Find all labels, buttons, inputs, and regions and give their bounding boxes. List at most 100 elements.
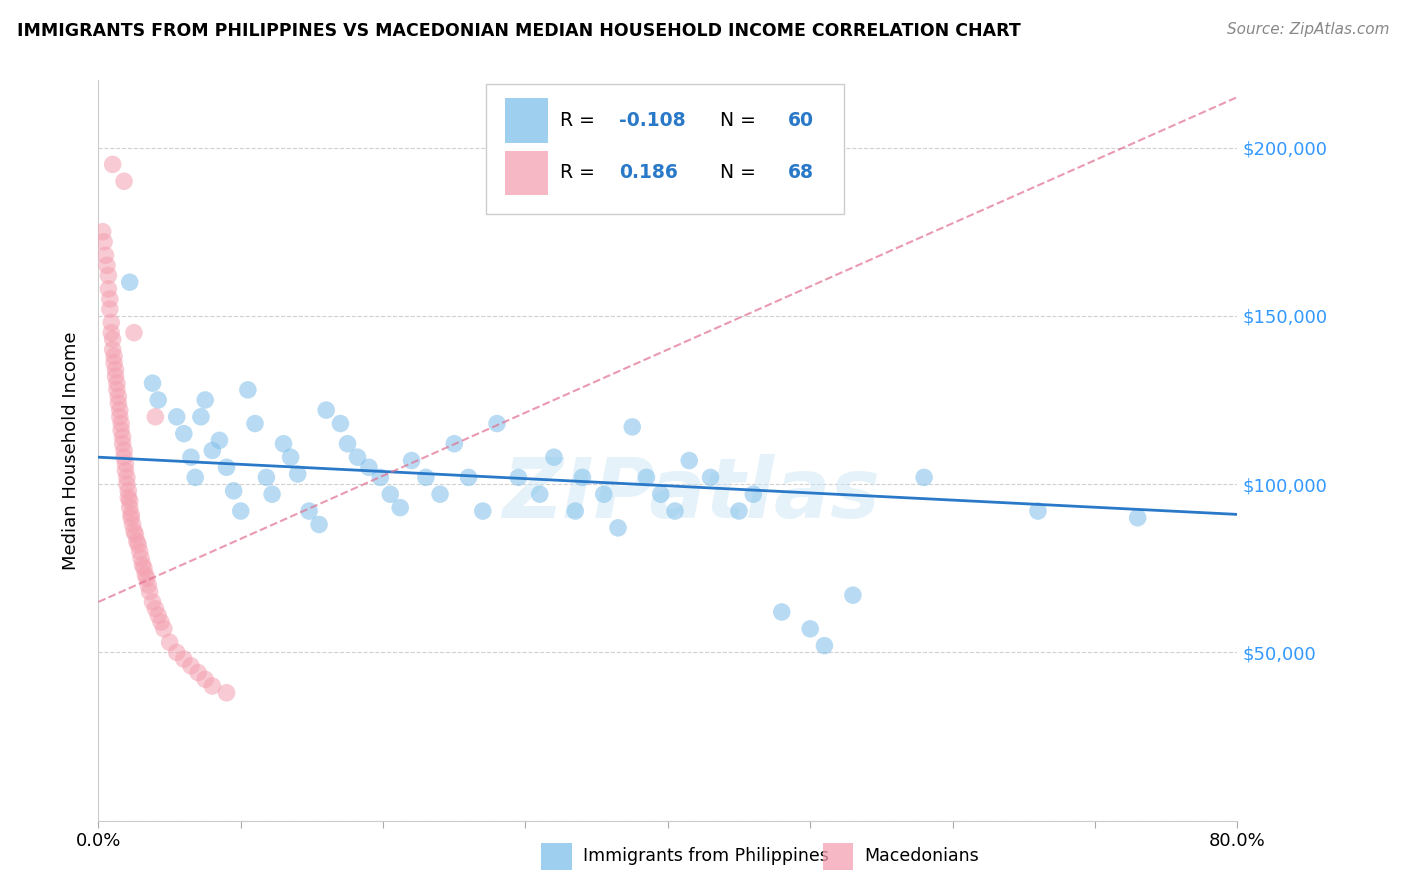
Point — [141, 376, 163, 391]
Point — [1126, 510, 1149, 524]
Point — [243, 417, 266, 431]
Point — [912, 470, 935, 484]
Point — [93, 235, 115, 249]
Point — [368, 470, 391, 484]
Point — [105, 376, 128, 391]
Point — [115, 477, 138, 491]
Point — [118, 500, 141, 515]
Point — [150, 615, 173, 629]
FancyBboxPatch shape — [505, 151, 548, 195]
Point — [100, 316, 122, 330]
Point — [357, 460, 380, 475]
Point — [98, 292, 121, 306]
Point — [194, 673, 217, 687]
Point — [128, 544, 150, 558]
Point — [114, 457, 136, 471]
Point — [97, 282, 120, 296]
Point — [571, 470, 593, 484]
Point — [336, 436, 359, 450]
Point — [145, 601, 167, 615]
Point — [108, 403, 131, 417]
Point — [184, 470, 207, 484]
Point — [110, 417, 132, 431]
Point — [215, 686, 238, 700]
Point — [125, 534, 148, 549]
Point — [129, 551, 152, 566]
Point — [1026, 504, 1049, 518]
Point — [138, 584, 160, 599]
Point — [112, 450, 135, 465]
Point — [110, 423, 132, 437]
Point — [104, 369, 127, 384]
Point — [173, 426, 195, 441]
Text: Macedonians: Macedonians — [865, 847, 980, 865]
Point — [799, 622, 821, 636]
Point — [145, 409, 167, 424]
Point — [104, 362, 127, 376]
Point — [96, 259, 118, 273]
Point — [122, 524, 145, 539]
Text: 0.186: 0.186 — [619, 163, 678, 183]
Point — [108, 409, 131, 424]
Point — [529, 487, 551, 501]
Point — [118, 275, 141, 289]
Point — [98, 302, 121, 317]
Point — [236, 383, 259, 397]
FancyBboxPatch shape — [485, 84, 845, 213]
Point — [127, 538, 149, 552]
Point — [607, 521, 630, 535]
Point — [159, 635, 181, 649]
Point — [650, 487, 672, 501]
Text: 68: 68 — [787, 163, 814, 183]
Point — [120, 508, 142, 522]
Text: Immigrants from Philippines: Immigrants from Philippines — [583, 847, 830, 865]
Point — [124, 527, 146, 541]
Point — [298, 504, 321, 518]
Point — [120, 510, 142, 524]
Point — [180, 658, 202, 673]
Point — [112, 174, 135, 188]
Point — [148, 392, 170, 407]
Point — [134, 568, 156, 582]
Point — [380, 487, 402, 501]
Point — [136, 578, 159, 592]
Point — [728, 504, 751, 518]
Point — [813, 639, 835, 653]
Point — [315, 403, 337, 417]
Point — [770, 605, 793, 619]
Point — [329, 417, 352, 431]
Point — [273, 436, 295, 450]
Point — [166, 645, 188, 659]
Point — [132, 561, 155, 575]
Point — [208, 434, 231, 448]
Point — [173, 652, 195, 666]
Point — [135, 571, 157, 585]
Point — [564, 504, 586, 518]
Point — [97, 268, 120, 283]
Point — [118, 494, 141, 508]
Point — [389, 500, 412, 515]
Point — [592, 487, 614, 501]
Point — [111, 436, 134, 450]
Point — [117, 483, 139, 498]
Point — [117, 491, 139, 505]
Point — [105, 383, 128, 397]
Point — [148, 608, 170, 623]
Point — [636, 470, 658, 484]
Point — [103, 349, 125, 363]
Point — [101, 333, 124, 347]
Point — [112, 443, 135, 458]
Point — [222, 483, 245, 498]
Point — [543, 450, 565, 465]
Point — [842, 588, 865, 602]
Point — [486, 417, 509, 431]
Y-axis label: Median Household Income: Median Household Income — [62, 331, 80, 570]
Point — [101, 157, 124, 171]
Point — [122, 326, 145, 340]
Point — [678, 453, 700, 467]
Point — [100, 326, 122, 340]
Point — [115, 470, 138, 484]
Text: ZIPatlas: ZIPatlas — [502, 454, 880, 535]
Point — [471, 504, 494, 518]
Point — [457, 470, 479, 484]
